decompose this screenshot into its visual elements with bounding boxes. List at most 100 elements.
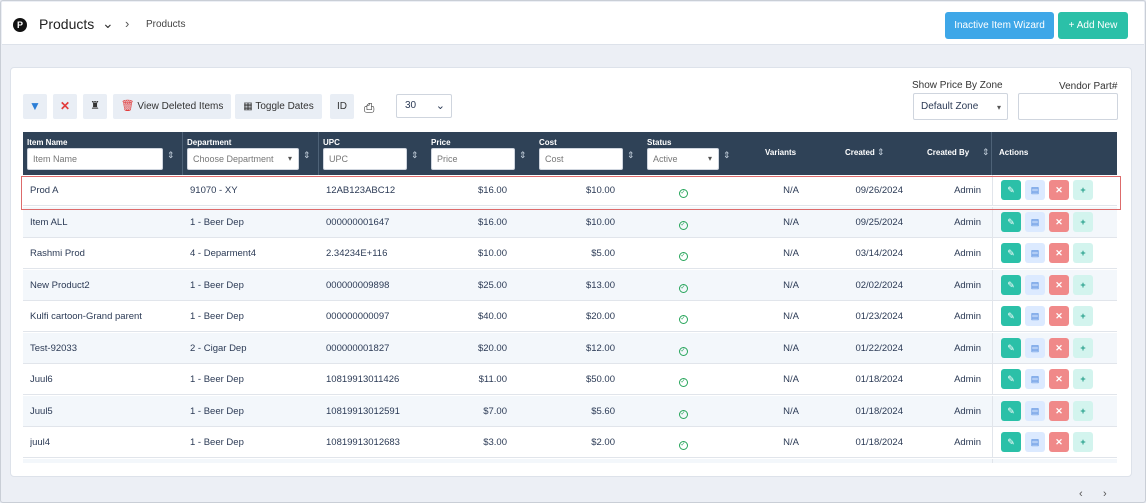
delete-button[interactable]: ✕ (1049, 274, 1069, 295)
table-row[interactable]: juul4 1 - Beer Dep 10819913012683 $3.00 $2.0… (23, 427, 1117, 458)
filter-button[interactable]: ▼ (23, 94, 47, 119)
sort-icon[interactable]: ⇕ (723, 150, 731, 160)
check-circle-icon: ✓ (678, 315, 688, 324)
table-header: Item Name Item Name ⇕ Department Choose … (23, 132, 1117, 175)
table-row[interactable]: Item ALL 1 - Beer Dep 000000001647 $16.00 $1… (23, 206, 1117, 238)
vendor-part-input[interactable] (1018, 93, 1118, 120)
plus-icon: + (1080, 311, 1086, 321)
clear-filter-button[interactable]: ✕ (53, 94, 77, 119)
details-button[interactable]: ▤ (1025, 243, 1045, 263)
status-cell: ✓ (643, 207, 723, 238)
delete-button[interactable]: ✕ (1049, 180, 1069, 200)
printer-icon[interactable]: ⎙ (364, 100, 375, 115)
cell-created: 01/22/2024 (855, 342, 903, 354)
add-variant-button[interactable]: + (1073, 337, 1093, 358)
table-row[interactable]: New Product2 1 - Beer Dep 000000009898 $25.… (23, 269, 1117, 301)
table-row[interactable]: Rashmi Prod 4 - Deparment4 2.34234E+116 $10… (23, 238, 1117, 269)
cost-filter-input[interactable]: Cost (539, 148, 623, 170)
add-variant-button[interactable]: + (1073, 369, 1093, 389)
edit-button[interactable]: ✎ (1001, 274, 1021, 295)
close-icon: ✕ (1055, 374, 1063, 384)
sort-icon[interactable]: ⇕ (303, 150, 311, 160)
plus-icon: + (1080, 279, 1086, 290)
table-row[interactable]: Juul6 1 - Beer Dep 10819913011426 $11.00 $50… (23, 364, 1117, 395)
page-title[interactable]: Products (39, 16, 95, 32)
cell-name: Prod A (30, 185, 59, 196)
cell-dept: 1 - Beer Dep (190, 311, 244, 322)
id-button[interactable]: ID (330, 94, 354, 119)
item-name-filter-input[interactable]: Item Name (27, 148, 163, 170)
zone-select[interactable]: Default Zone ▾ (913, 93, 1008, 120)
sort-icon[interactable]: ⇕ (982, 147, 990, 157)
sort-icon[interactable]: ⇕ (627, 150, 635, 160)
cell-price: $40.00 (477, 311, 507, 322)
toggle-dates-button[interactable]: ▦ Toggle Dates (235, 94, 322, 119)
edit-button[interactable]: ✎ (1001, 306, 1021, 326)
add-variant-button[interactable]: + (1073, 274, 1093, 295)
edit-button[interactable]: ✎ (1001, 432, 1021, 452)
add-variant-button[interactable]: + (1073, 400, 1093, 421)
add-new-button[interactable]: + Add New (1058, 12, 1128, 39)
prev-page-button[interactable]: ‹ (1079, 488, 1083, 500)
next-page-button[interactable]: › (1103, 488, 1107, 500)
table-row[interactable]: Kulfi cartoon-Grand parent 1 - Beer Dep 00… (23, 301, 1117, 332)
check-circle-icon: ✓ (678, 189, 688, 198)
col-created[interactable]: Created ⇕ (837, 132, 921, 175)
table-row[interactable]: Juul5 1 - Beer Dep 10819913012591 $7.00 $5.6… (23, 395, 1117, 427)
col-created-by[interactable]: Created By ⇕ (921, 132, 992, 175)
status-select[interactable]: Active ▾ (647, 148, 719, 170)
details-button[interactable]: ▤ (1025, 369, 1045, 389)
edit-button[interactable]: ✎ (1001, 243, 1021, 263)
delete-button[interactable]: ✕ (1049, 432, 1069, 452)
price-filter-input[interactable]: Price (431, 148, 515, 170)
add-variant-button[interactable]: + (1073, 180, 1093, 200)
add-variant-button[interactable]: + (1073, 432, 1093, 452)
delete-button[interactable]: ✕ (1049, 306, 1069, 326)
chef-button[interactable]: ♜ (83, 94, 107, 119)
details-button[interactable]: ▤ (1025, 180, 1045, 200)
cell-by: Admin (954, 342, 981, 354)
details-button[interactable]: ▤ (1025, 337, 1045, 358)
delete-button[interactable]: ✕ (1049, 369, 1069, 389)
edit-button[interactable]: ✎ (1001, 211, 1021, 232)
delete-button[interactable]: ✕ (1049, 337, 1069, 358)
sort-icon[interactable]: ⇕ (877, 147, 885, 157)
sort-icon[interactable]: ⇕ (411, 150, 419, 160)
sort-icon[interactable]: ⇕ (519, 150, 527, 160)
details-button[interactable]: ▤ (1025, 211, 1045, 232)
document-icon: ▤ (1030, 185, 1040, 195)
sort-icon[interactable]: ⇕ (167, 150, 175, 160)
view-deleted-items-button[interactable]: 🗑 View Deleted Items (113, 94, 231, 119)
details-button[interactable]: ▤ (1025, 432, 1045, 452)
edit-button[interactable]: ✎ (1001, 369, 1021, 389)
chevron-down-icon: ⌄ (435, 100, 445, 112)
cell-price: $3.00 (483, 437, 507, 448)
edit-button[interactable]: ✎ (1001, 337, 1021, 358)
col-label: UPC (323, 138, 340, 147)
details-button[interactable]: ▤ (1025, 400, 1045, 421)
col-upc: UPC UPC ⇕ (319, 132, 427, 175)
add-variant-button[interactable]: + (1073, 306, 1093, 326)
delete-button[interactable]: ✕ (1049, 211, 1069, 232)
check-circle-icon: ✓ (678, 283, 688, 293)
delete-button[interactable]: ✕ (1049, 400, 1069, 421)
table-row[interactable]: Juul3 2 - Cigar Dep 10819913011747$15.00 $1… (23, 458, 1117, 463)
table-row[interactable]: Test-92033 2 - Cigar Dep 000000001827 $20.0… (23, 332, 1117, 364)
add-variant-button[interactable]: + (1073, 211, 1093, 232)
delete-button[interactable]: ✕ (1049, 243, 1069, 263)
inactive-item-wizard-button[interactable]: Inactive Item Wizard (945, 12, 1054, 39)
chevron-down-icon[interactable]: ⌄ (102, 15, 114, 31)
edit-button[interactable]: ✎ (1001, 400, 1021, 421)
add-variant-button[interactable]: + (1073, 243, 1093, 263)
breadcrumb[interactable]: Products (146, 19, 186, 30)
department-select[interactable]: Choose Department ▾ (187, 148, 299, 170)
table-row[interactable]: Prod A 91070 - XY 12AB123ABC12 $16.00 $10.00… (23, 175, 1117, 206)
cell-created: 01/18/2024 (855, 437, 903, 448)
page-size-select[interactable]: 30 ⌄ (396, 94, 452, 118)
details-button[interactable]: ▤ (1025, 274, 1045, 295)
details-button[interactable]: ▤ (1025, 306, 1045, 326)
col-department: Department Choose Department ▾ ⇕ (183, 132, 319, 175)
upc-filter-input[interactable]: UPC (323, 148, 407, 170)
edit-button[interactable]: ✎ (1001, 180, 1021, 200)
actions-cell: ✎ ▤ ✕ + (992, 364, 1117, 395)
